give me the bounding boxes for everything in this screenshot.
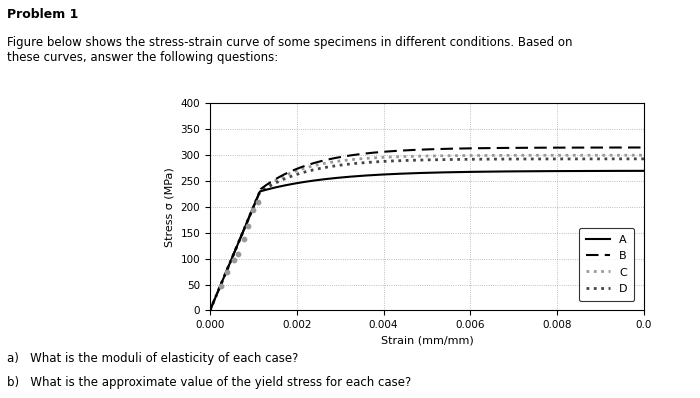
Point [232,251,244,257]
B [228,255,237,260]
Point [248,207,259,213]
D [228,255,237,260]
Point [216,283,227,289]
C [228,255,237,260]
C [405,154,414,159]
Line: C: C [210,155,644,310]
C [627,153,636,158]
C [547,153,556,158]
D [627,156,636,161]
Text: Figure below shows the stress-strain curve of some specimens in different condit: Figure below shows the stress-strain cur… [7,36,573,64]
C [206,308,214,313]
A [627,168,636,173]
Text: b)   What is the approximate value of the yield stress for each case?: b) What is the approximate value of the … [7,376,412,389]
B [627,145,636,150]
Point [228,257,239,263]
X-axis label: Strain (mm/mm): Strain (mm/mm) [381,336,473,346]
Point [243,222,254,229]
Text: a)   What is the moduli of elasticity of each case?: a) What is the moduli of elasticity of e… [7,352,298,365]
B [627,145,636,150]
D [405,158,414,163]
D [627,156,636,161]
C [416,154,425,158]
B [206,308,214,313]
D [416,158,425,162]
D [547,156,556,161]
C [640,153,648,158]
Line: A: A [210,171,644,310]
A [228,255,237,260]
Y-axis label: Stress σ (MPa): Stress σ (MPa) [165,167,175,247]
Text: Problem 1: Problem 1 [7,8,78,21]
Point [252,199,263,205]
A [206,308,214,313]
D [206,308,214,313]
B [547,145,556,150]
B [416,147,425,152]
Legend: A, B, C, D: A, B, C, D [579,228,634,301]
B [405,148,414,152]
A [405,171,414,176]
C [627,153,636,158]
A [627,168,636,173]
Point [222,269,233,275]
A [547,169,556,174]
D [640,156,648,161]
B [640,145,648,150]
Line: D: D [210,159,644,310]
Line: B: B [210,148,644,310]
A [640,168,648,173]
A [416,171,425,176]
Point [238,236,249,243]
